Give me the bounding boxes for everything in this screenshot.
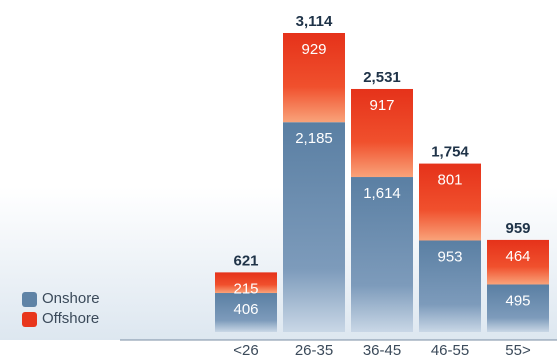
bar-offshore-lt26 [215,272,277,294]
total-label-26-35: 3,114 [296,13,333,30]
bar-onshore-55gt [487,284,549,332]
legend-label-offshore: Offshore [42,310,100,327]
bar-label-offshore-46-55: 801 [437,172,462,189]
legend-swatch-onshore [22,291,37,307]
bar-label-offshore-lt26: 215 [233,280,258,297]
bar-offshore-36-45 [351,88,413,178]
legend-item-onshore: Onshore [22,289,100,309]
bar-onshore-lt26 [215,293,277,332]
x-tick-label-46-55: 46-55 [431,342,469,358]
bar-label-offshore-55gt: 464 [505,248,530,265]
bar-label-onshore-46-55: 953 [437,248,462,265]
bar-offshore-26-35 [283,33,345,123]
bar-onshore-36-45 [351,177,413,332]
total-label-46-55: 1,754 [431,144,469,161]
bar-offshore-55gt [487,239,549,285]
bar-onshore-26-35 [283,122,345,332]
bar-label-onshore-36-45: 1,614 [363,185,401,202]
x-tick-label-lt26: <26 [233,342,258,358]
total-label-lt26: 621 [233,252,258,269]
legend-label-onshore: Onshore [42,290,100,307]
total-label-36-45: 2,531 [363,69,401,86]
bar-label-onshore-55gt: 495 [505,292,530,309]
bar-label-offshore-36-45: 917 [369,97,394,114]
bar-label-offshore-26-35: 929 [301,41,326,58]
bar-label-onshore-26-35: 2,185 [295,130,333,147]
x-tick-label-26-35: 26-35 [295,342,333,358]
bar-offshore-46-55 [419,163,481,241]
legend: Onshore Offshore [22,289,100,329]
bar-onshore-46-55 [419,240,481,332]
bar-label-onshore-lt26: 406 [233,301,258,318]
legend-swatch-offshore [22,311,37,327]
x-tick-label-55gt: 55> [505,342,531,358]
x-tick-label-36-45: 36-45 [363,342,401,358]
total-label-55gt: 959 [505,220,530,237]
legend-item-offshore: Offshore [22,309,100,329]
